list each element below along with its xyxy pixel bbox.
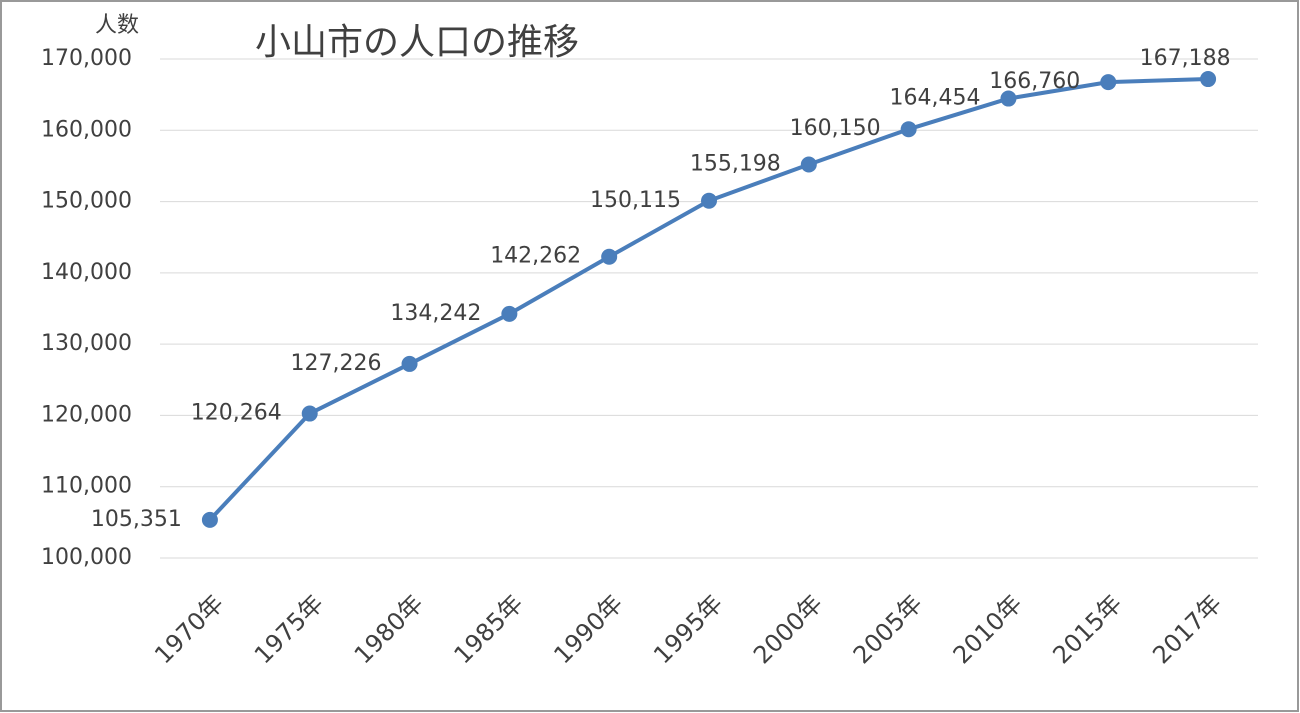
data-label: 150,115 [590, 188, 681, 213]
data-label: 160,150 [790, 116, 881, 141]
data-point [401, 355, 418, 372]
y-tick-label: 130,000 [41, 331, 132, 356]
data-label: 155,198 [690, 152, 781, 177]
data-point [201, 511, 218, 528]
y-tick-label: 100,000 [41, 545, 132, 570]
data-label: 166,760 [989, 69, 1080, 94]
y-tick-label: 150,000 [41, 189, 132, 214]
y-tick-label: 170,000 [41, 46, 132, 71]
data-label: 120,264 [191, 401, 282, 426]
data-point [1100, 74, 1117, 91]
data-label: 164,454 [889, 86, 980, 111]
data-point [1000, 90, 1017, 107]
data-point [800, 156, 817, 173]
data-point [1200, 71, 1217, 88]
data-point [701, 192, 717, 209]
data-point [501, 305, 518, 322]
data-label: 134,242 [390, 301, 481, 326]
y-tick-label: 140,000 [41, 260, 132, 285]
y-tick-label: 110,000 [41, 474, 132, 499]
data-label: 142,262 [490, 244, 581, 269]
y-axis-label: 人数 [95, 13, 139, 38]
data-point [301, 405, 318, 422]
y-tick-label: 160,000 [41, 117, 132, 142]
data-label: 167,188 [1140, 46, 1231, 71]
chart-title: 小山市の人口の推移 [255, 22, 579, 63]
data-point [900, 121, 917, 138]
y-tick-label: 120,000 [41, 402, 132, 427]
data-label: 127,226 [291, 351, 382, 376]
data-label: 105,351 [91, 507, 182, 532]
data-point [601, 248, 618, 265]
